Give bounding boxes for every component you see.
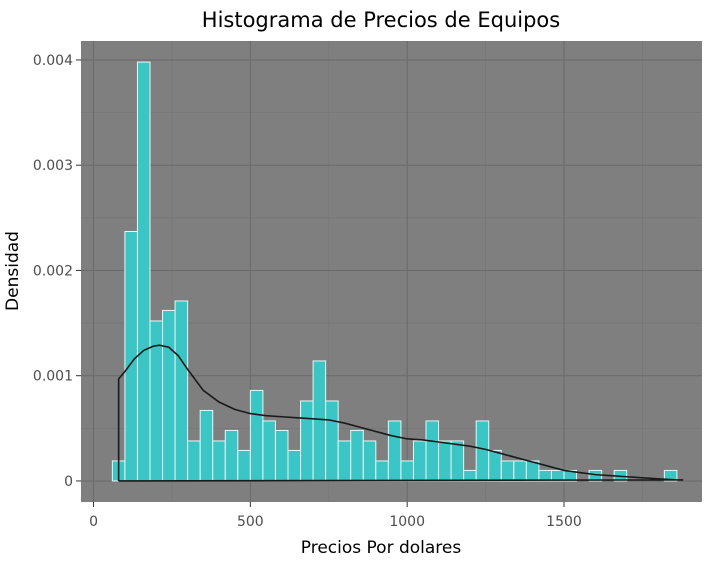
histogram-bar — [563, 469, 578, 482]
y-tick-label: 0.003 — [33, 158, 73, 174]
histogram-bar — [224, 429, 239, 482]
histogram-bar — [513, 460, 527, 482]
histogram-bar — [262, 420, 276, 482]
histogram-bar — [400, 460, 414, 482]
axis-ticks: 0 500 1000 1500 0 0.001 0.002 0.003 0.004 — [33, 53, 582, 530]
histogram-bar — [387, 420, 402, 482]
x-tick-label: 1000 — [389, 514, 425, 530]
histogram-bar — [500, 460, 515, 482]
histogram-bar — [325, 400, 339, 482]
histogram-bar — [212, 440, 226, 482]
histogram-bar — [475, 420, 490, 482]
histogram-bar — [488, 449, 502, 482]
y-axis-title: Densidad — [3, 231, 23, 311]
x-tick-label: 500 — [237, 514, 264, 530]
histogram-bar — [199, 409, 214, 482]
histogram-bar — [187, 440, 201, 482]
x-tick-label: 0 — [89, 514, 98, 530]
x-tick-label: 1500 — [546, 514, 582, 530]
histogram-bar — [375, 460, 389, 482]
histogram-bar — [162, 309, 176, 482]
histogram-bar — [450, 440, 465, 482]
y-tick-label: 0.002 — [33, 263, 73, 279]
y-tick-label: 0 — [64, 474, 73, 490]
histogram-bar — [174, 300, 189, 482]
histogram-bar — [337, 440, 352, 482]
y-tick-label: 0.001 — [33, 369, 73, 385]
histogram-bar — [463, 469, 477, 482]
histogram-bar — [287, 449, 302, 482]
histogram-bar — [249, 389, 264, 482]
chart-title: Histograma de Precios de Equipos — [202, 8, 560, 32]
histogram-bar — [412, 440, 427, 482]
histogram-bar — [124, 231, 138, 482]
histogram-bar — [274, 429, 289, 482]
histogram-bar — [438, 440, 452, 482]
histogram-bar — [237, 449, 251, 482]
histogram-bar — [136, 61, 151, 482]
histogram-bar — [312, 360, 327, 482]
histogram-bar — [663, 469, 678, 482]
histogram-bar — [425, 420, 440, 482]
x-axis-title: Precios Por dolares — [301, 538, 462, 558]
y-tick-label: 0.004 — [33, 53, 73, 69]
histogram-bar — [362, 440, 377, 482]
histogram-bar — [300, 400, 314, 482]
histogram-bars — [111, 61, 678, 482]
density-curve — [117, 344, 684, 482]
histogram-bar — [350, 429, 364, 482]
